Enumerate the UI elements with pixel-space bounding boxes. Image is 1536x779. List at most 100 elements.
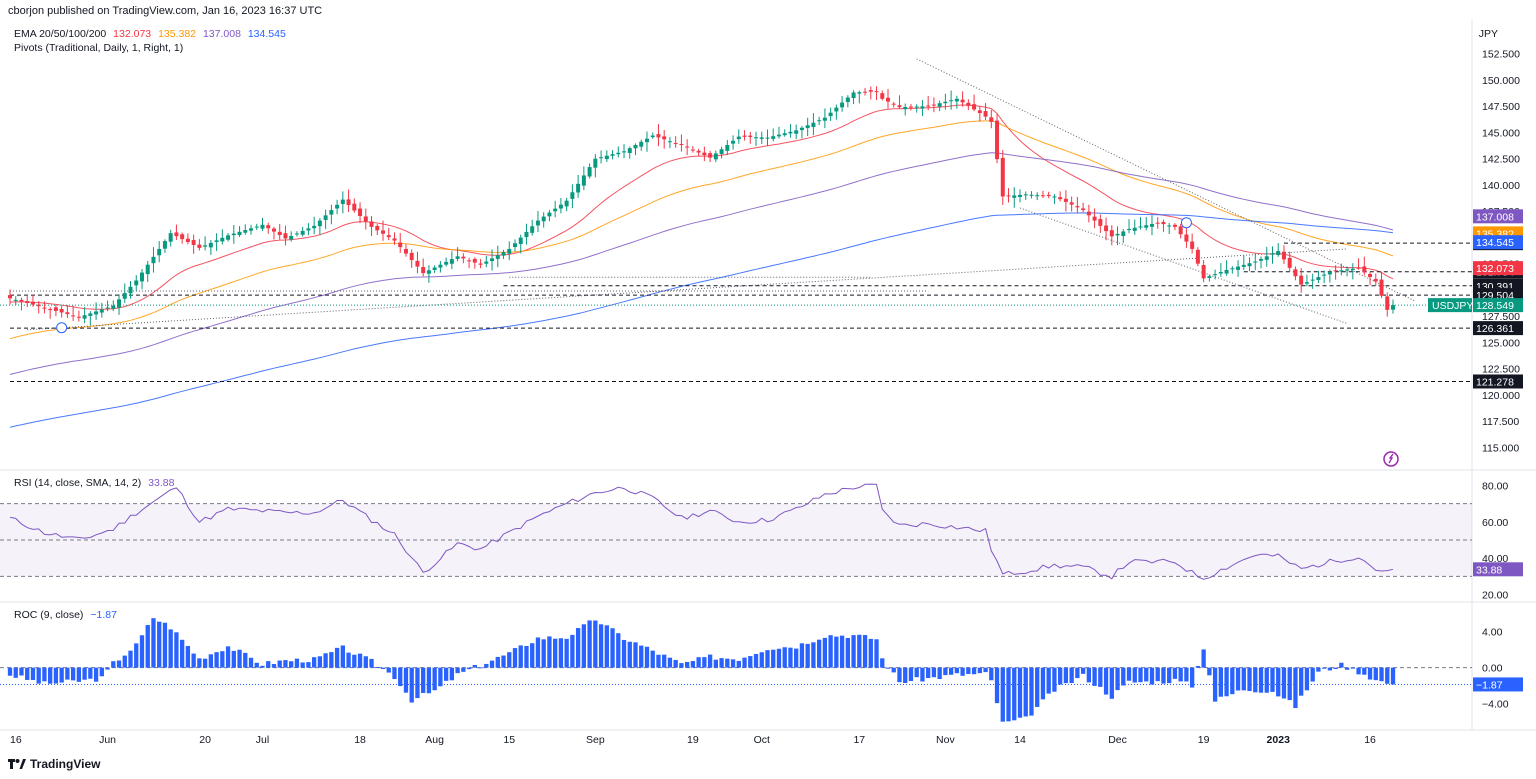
roc-bar xyxy=(891,667,896,673)
roc-bar xyxy=(1052,667,1057,692)
roc-bar xyxy=(1109,667,1114,699)
candle-body xyxy=(214,240,219,243)
candle-body xyxy=(59,308,64,313)
roc-bar xyxy=(19,667,24,676)
roc-bar xyxy=(162,622,168,668)
roc-bar xyxy=(667,657,673,668)
roc-bar xyxy=(231,650,236,668)
candle-body xyxy=(604,155,609,160)
candle-body xyxy=(518,237,523,245)
candle-body xyxy=(208,242,213,248)
candle-body xyxy=(1184,234,1189,242)
candle-body xyxy=(1040,195,1045,197)
roc-bar xyxy=(1138,667,1143,683)
candle-body xyxy=(1012,195,1017,198)
candle-body xyxy=(145,264,150,275)
roc-bar xyxy=(805,643,810,668)
roc-bar xyxy=(1121,667,1126,686)
roc-bar xyxy=(93,667,99,682)
roc-bar xyxy=(277,660,282,668)
roc-bar xyxy=(88,667,93,679)
candle-body xyxy=(1293,269,1298,277)
roc-bar xyxy=(707,654,713,668)
roc-bar xyxy=(461,667,466,672)
roc-bar xyxy=(679,663,684,668)
candle-body xyxy=(13,299,18,301)
candle-body xyxy=(731,140,736,144)
candle-body xyxy=(1098,219,1103,226)
candle-body xyxy=(794,130,799,134)
roc-bar xyxy=(1132,667,1137,683)
tradingview-footer[interactable]: TradingView xyxy=(8,757,100,771)
candle-body xyxy=(409,252,414,261)
candle-body xyxy=(329,210,334,215)
candle-body xyxy=(507,248,512,254)
price-tag-label: 134.545 xyxy=(1476,237,1514,249)
candle-body xyxy=(312,225,317,229)
roc-bar xyxy=(885,667,891,669)
candle-body xyxy=(1115,233,1120,236)
roc-bar xyxy=(1092,667,1097,686)
candle-body xyxy=(260,224,265,229)
roc-bar xyxy=(575,628,581,668)
candle-body xyxy=(88,313,93,316)
roc-bar xyxy=(1080,667,1086,674)
candle-body xyxy=(472,259,477,263)
candle-body xyxy=(346,199,351,206)
rsi-tick-label: 40.00 xyxy=(1482,553,1508,565)
time-tick-label: Jul xyxy=(256,734,269,746)
candle-body xyxy=(226,235,231,240)
candle-body xyxy=(1104,225,1109,232)
roc-bar xyxy=(943,667,948,676)
roc-bar xyxy=(1230,667,1235,695)
ema-legend: EMA 20/50/100/200 132.073 135.382 137.00… xyxy=(14,28,290,40)
candle-body xyxy=(1000,157,1005,197)
candle-body xyxy=(1230,268,1235,270)
roc-bar xyxy=(989,667,994,681)
candle-body xyxy=(949,100,954,102)
roc-bar xyxy=(409,667,414,703)
candle-body xyxy=(231,233,236,236)
roc-bar xyxy=(633,642,638,668)
candle-body xyxy=(1299,275,1304,285)
time-tick-label: Jun xyxy=(99,734,116,746)
candle-body xyxy=(1058,197,1063,200)
candle-body xyxy=(725,145,730,151)
candle-body xyxy=(1247,263,1252,267)
candle-body xyxy=(1385,296,1390,310)
roc-bar xyxy=(983,667,988,673)
roc-bar xyxy=(311,657,317,668)
candle-body xyxy=(851,92,856,99)
candle-body xyxy=(622,151,627,153)
candle-body xyxy=(185,238,190,243)
rsi-value-tag xyxy=(1473,562,1523,577)
symbol-tag xyxy=(1428,298,1472,313)
roc-bar xyxy=(466,667,472,670)
lightning-icon xyxy=(1388,453,1394,464)
candle-body xyxy=(886,97,891,102)
roc-bar xyxy=(553,638,558,668)
candle-body xyxy=(788,131,793,134)
roc-bar xyxy=(1126,667,1132,681)
roc-bar xyxy=(926,667,931,679)
candle-body xyxy=(1035,195,1040,197)
roc-bar xyxy=(1373,667,1378,681)
roc-bar xyxy=(1069,667,1074,684)
candle-body xyxy=(455,256,460,259)
roc-bar xyxy=(1339,662,1344,668)
price-tag-label: 137.008 xyxy=(1476,211,1514,223)
symbol-tag-label: USDJPY xyxy=(1432,300,1473,312)
candle-body xyxy=(1310,279,1315,281)
candle-body xyxy=(1218,272,1223,274)
pivot-level-label: 121.278 xyxy=(1476,376,1514,388)
roc-bar xyxy=(65,667,70,680)
candle-body xyxy=(1017,194,1022,198)
time-tick-label: Sep xyxy=(586,734,605,746)
candle-body xyxy=(977,110,982,114)
roc-bar xyxy=(920,667,925,682)
roc-bar xyxy=(914,667,919,678)
roc-bar xyxy=(1367,667,1373,680)
roc-bar xyxy=(839,635,845,668)
roc-bar xyxy=(1327,667,1333,671)
candle-body xyxy=(995,120,1000,160)
